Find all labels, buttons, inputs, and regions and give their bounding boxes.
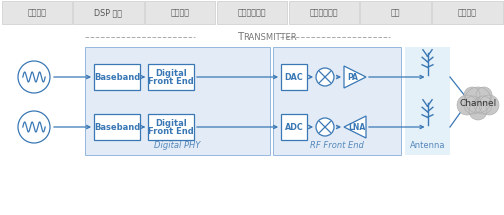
FancyBboxPatch shape (145, 1, 215, 24)
Circle shape (469, 102, 487, 120)
Text: DSP 算法: DSP 算法 (94, 8, 122, 17)
FancyBboxPatch shape (273, 47, 401, 155)
Text: 天线设计: 天线设计 (458, 8, 477, 17)
Circle shape (316, 118, 334, 136)
Circle shape (18, 61, 50, 93)
FancyBboxPatch shape (85, 47, 270, 155)
FancyBboxPatch shape (289, 1, 359, 24)
Text: Front End: Front End (148, 127, 194, 136)
FancyBboxPatch shape (281, 114, 307, 140)
Text: ADC: ADC (285, 123, 303, 132)
Circle shape (474, 96, 492, 114)
FancyBboxPatch shape (148, 64, 194, 90)
Text: 射频: 射频 (391, 8, 400, 17)
Polygon shape (344, 116, 366, 138)
Text: T: T (237, 32, 243, 42)
Text: Digital PHY: Digital PHY (154, 140, 201, 149)
FancyBboxPatch shape (281, 64, 307, 90)
Circle shape (479, 95, 499, 115)
Text: DAC: DAC (285, 72, 303, 81)
FancyBboxPatch shape (360, 1, 431, 24)
Text: 混合信号硬件: 混合信号硬件 (309, 8, 338, 17)
FancyBboxPatch shape (94, 64, 140, 90)
Circle shape (316, 68, 334, 86)
Text: Antenna: Antenna (410, 140, 445, 149)
Text: 软件开发: 软件开发 (171, 8, 190, 17)
Text: Front End: Front End (148, 77, 194, 86)
Circle shape (18, 111, 50, 143)
FancyBboxPatch shape (2, 1, 72, 24)
Circle shape (457, 95, 477, 115)
FancyBboxPatch shape (405, 47, 450, 155)
Text: Baseband: Baseband (94, 72, 140, 81)
Text: LNA: LNA (349, 123, 366, 132)
Circle shape (476, 87, 492, 103)
Polygon shape (344, 66, 366, 88)
Text: Digital: Digital (155, 69, 187, 78)
FancyBboxPatch shape (148, 114, 194, 140)
Text: 数字电路硬件: 数字电路硬件 (238, 8, 266, 17)
Text: PA: PA (347, 72, 358, 81)
Text: Digital: Digital (155, 119, 187, 127)
Circle shape (464, 87, 480, 103)
Text: 系统构架: 系统构架 (27, 8, 46, 17)
Text: RF Front End: RF Front End (310, 140, 364, 149)
Text: Baseband: Baseband (94, 123, 140, 132)
FancyBboxPatch shape (73, 1, 144, 24)
FancyBboxPatch shape (94, 114, 140, 140)
FancyBboxPatch shape (432, 1, 502, 24)
Text: RANSMITTER: RANSMITTER (243, 32, 297, 41)
Circle shape (464, 96, 482, 114)
Circle shape (465, 87, 491, 113)
FancyBboxPatch shape (217, 1, 287, 24)
Text: Channel: Channel (459, 100, 496, 109)
